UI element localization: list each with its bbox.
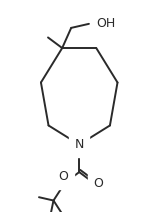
Text: OH: OH (96, 17, 116, 30)
Text: N: N (75, 138, 84, 151)
Text: O: O (58, 170, 68, 183)
Text: O: O (94, 177, 104, 190)
